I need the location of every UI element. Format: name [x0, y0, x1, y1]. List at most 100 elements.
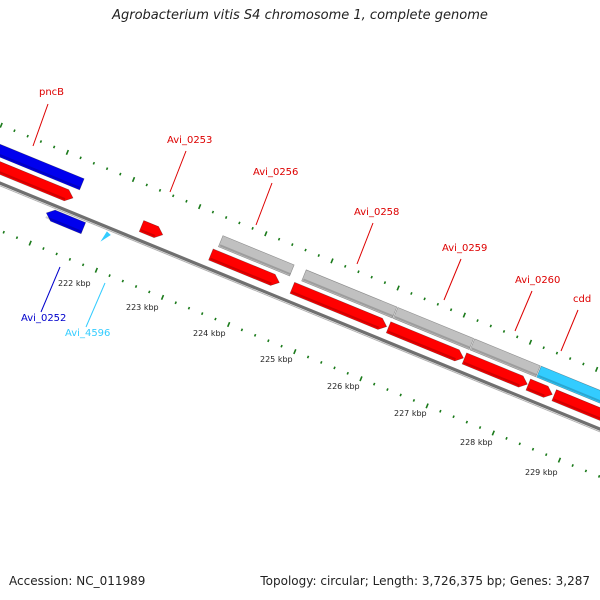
outer-tick-mark: [449, 308, 453, 312]
gene-label-avi-0252[interactable]: Avi_0252: [21, 313, 66, 324]
outer-tick-mark: [197, 204, 202, 210]
feature-cdd-cds[interactable]: [525, 378, 553, 398]
inner-tick-mark: [557, 457, 562, 463]
gene-label-cdd[interactable]: cdd: [573, 294, 591, 305]
inner-tick-mark: [320, 360, 323, 364]
leader-line-avi-0260: [514, 290, 533, 332]
gene-label-avi-0260[interactable]: Avi_0260: [515, 275, 560, 286]
genome-summary: Topology: circular; Length: 3,726,375 bp…: [260, 574, 590, 588]
inner-tick-mark: [478, 426, 482, 429]
inner-tick-mark: [544, 453, 548, 457]
inner-tick-mark: [597, 474, 600, 478]
inner-tick-mark: [28, 240, 32, 246]
inner-tick-mark: [425, 403, 429, 409]
inner-tick-mark: [333, 366, 336, 370]
outer-tick-mark: [528, 339, 533, 345]
gene-label-pncb[interactable]: pncB: [39, 87, 64, 98]
gene-label-avi-0258[interactable]: Avi_0258: [354, 207, 399, 218]
outer-tick-mark: [436, 302, 440, 306]
gene-label-avi-0253[interactable]: Avi_0253: [167, 135, 212, 146]
inner-tick-mark: [452, 415, 455, 419]
backbone-line: [0, 181, 600, 431]
outer-tick-mark: [370, 275, 373, 279]
tick-label: 229 kbp: [525, 468, 558, 477]
feature-avi-0256-misc[interactable]: [217, 235, 295, 277]
inner-tick-mark: [465, 420, 469, 424]
tick-label: 227 kbp: [394, 409, 427, 418]
outer-tick-mark: [330, 258, 334, 264]
outer-tick-mark: [594, 366, 599, 373]
outer-tick-mark: [516, 335, 519, 339]
inner-tick-mark: [200, 312, 204, 316]
inner-tick-mark: [386, 388, 389, 392]
inner-tick-mark: [55, 252, 58, 256]
outer-tick-mark: [344, 264, 347, 268]
feature-pncb-reverse-shade: [0, 153, 81, 189]
feature-pncb-cds-shade: [0, 171, 66, 200]
inner-tick-mark: [293, 348, 297, 355]
feature-avi-0256-cds[interactable]: [208, 248, 280, 286]
feature-avi-0253-cds[interactable]: [138, 220, 164, 238]
inner-tick-mark: [267, 339, 270, 343]
outer-tick-mark: [92, 161, 96, 165]
outer-tick-mark: [317, 254, 320, 257]
feature-avi-0259-misc[interactable]: [392, 306, 475, 350]
feature-avi-0260-misc[interactable]: [469, 338, 541, 378]
feature-pncb-cds[interactable]: [0, 149, 74, 202]
leader-line-avi-0259: [443, 258, 462, 301]
outer-tick-mark: [251, 226, 254, 230]
feature-next-cds[interactable]: [551, 389, 600, 439]
feature-avi-0252-reverse[interactable]: [45, 209, 87, 235]
gene-label-avi-4596[interactable]: Avi_4596: [65, 328, 110, 339]
feature-avi-0258-cds[interactable]: [289, 281, 388, 330]
outer-tick-mark: [582, 362, 585, 366]
inner-tick-mark: [439, 409, 442, 413]
outer-tick-mark: [542, 346, 545, 350]
outer-tick-mark: [65, 149, 70, 156]
outer-tick-mark: [131, 176, 136, 183]
outer-tick-mark: [224, 216, 228, 219]
inner-tick-mark: [81, 263, 85, 267]
leader-line-cdd: [560, 309, 579, 352]
feature-avi-0260-cds-shade: [463, 361, 520, 387]
outer-tick-mark: [489, 324, 492, 328]
leader-line-avi-4596: [85, 282, 106, 328]
outer-tick-mark: [502, 329, 506, 333]
outer-tick-mark: [568, 357, 572, 361]
inner-tick-mark: [94, 267, 99, 273]
inner-tick-mark: [15, 236, 19, 240]
leader-line-avi-0256: [255, 182, 273, 226]
feature-cdd-rna[interactable]: [536, 365, 600, 411]
outer-tick-mark: [185, 199, 188, 203]
tick-dots: [0, 122, 600, 478]
outer-tick-mark: [396, 285, 400, 291]
inner-tick-mark: [214, 317, 217, 321]
feature-avi-0258-misc[interactable]: [301, 269, 398, 319]
outer-tick-mark: [357, 270, 360, 274]
inner-tick-mark: [42, 247, 45, 250]
inner-tick-mark: [148, 290, 151, 294]
outer-tick-mark: [13, 129, 16, 133]
outer-tick-mark: [555, 351, 559, 355]
inner-tick-mark: [108, 274, 111, 278]
feature-avi-0260-cds[interactable]: [461, 352, 528, 388]
inner-tick-mark: [505, 436, 508, 440]
inner-tick-mark: [134, 285, 138, 288]
outer-tick-mark: [105, 167, 109, 171]
inner-tick-mark: [346, 371, 349, 375]
inner-tick-mark: [226, 321, 231, 328]
inner-tick-mark: [491, 430, 495, 436]
gene-label-avi-0256[interactable]: Avi_0256: [253, 167, 298, 178]
inner-tick-mark: [372, 382, 376, 386]
feature-avi-0259-cds[interactable]: [385, 321, 464, 362]
accession-text: Accession: NC_011989: [9, 574, 146, 588]
tick-label: 223 kbp: [126, 303, 159, 312]
outer-tick-mark: [39, 140, 43, 144]
gene-features: [0, 134, 600, 439]
feature-pncb-reverse[interactable]: [0, 134, 85, 191]
outer-tick-mark: [79, 156, 82, 160]
gene-label-avi-0259[interactable]: Avi_0259: [442, 243, 487, 254]
feature-avi-4596-rna[interactable]: [100, 231, 111, 242]
backbone-shadow: [0, 185, 600, 433]
